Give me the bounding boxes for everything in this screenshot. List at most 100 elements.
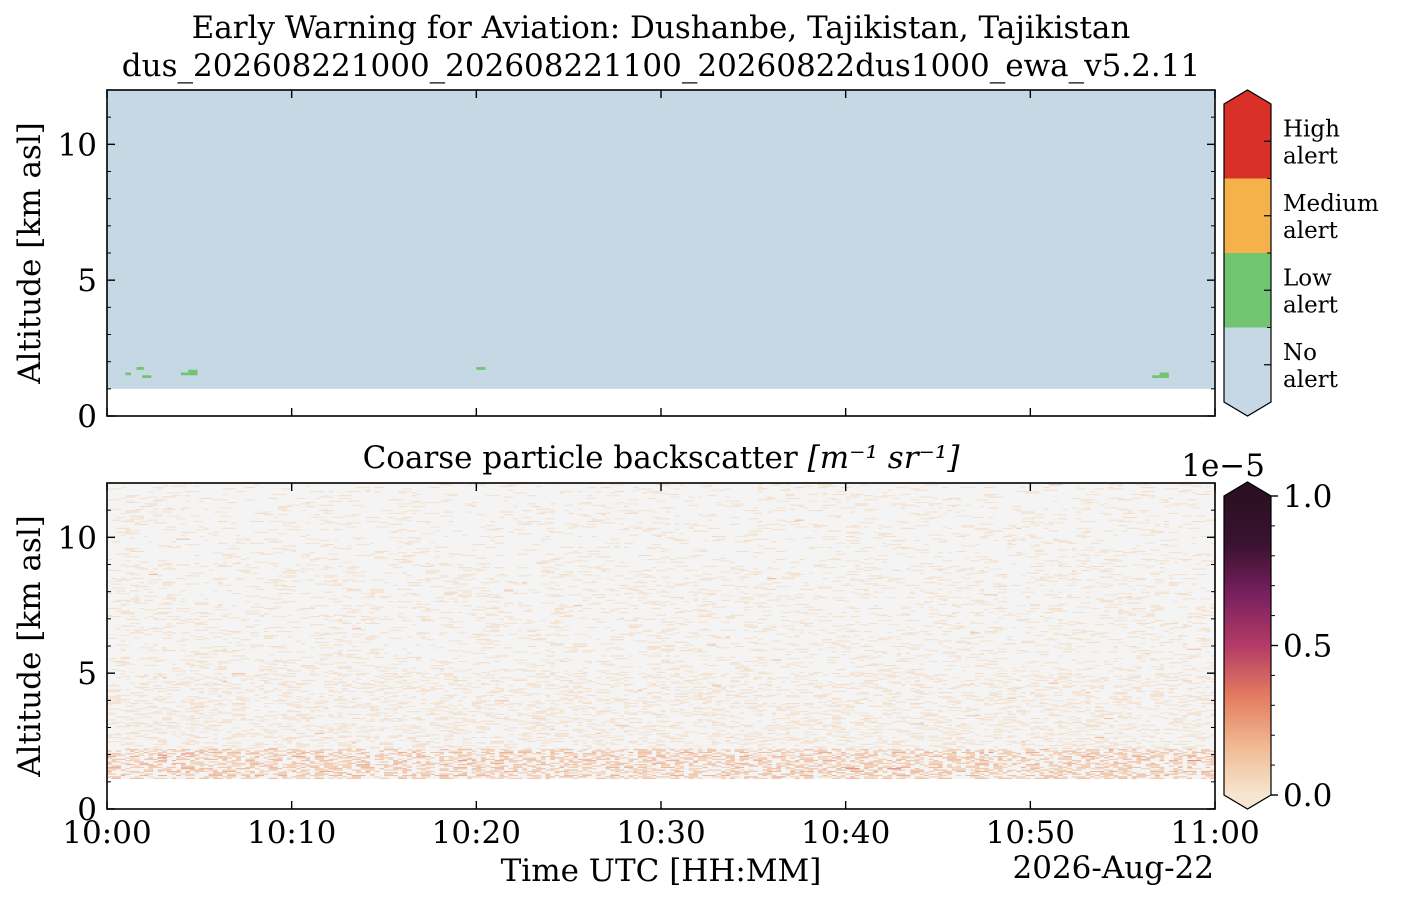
- backscatter-cell: [1196, 719, 1202, 721]
- backscatter-cell: [910, 648, 920, 650]
- backscatter-cell: [134, 675, 149, 677]
- backscatter-cell: [227, 742, 241, 744]
- backscatter-cell: [605, 707, 611, 709]
- backscatter-cell: [817, 756, 832, 758]
- backscatter-cell: [993, 674, 999, 676]
- backscatter-cell: [125, 753, 135, 755]
- backscatter-cell: [841, 751, 846, 753]
- backscatter-cell: [277, 698, 283, 700]
- backscatter-cell: [817, 769, 828, 771]
- backscatter-cell: [1085, 726, 1100, 728]
- backscatter-cell: [314, 758, 324, 760]
- backscatter-cell: [134, 754, 144, 756]
- backscatter-cell: [365, 705, 380, 707]
- backscatter-cell: [162, 626, 172, 628]
- backscatter-cell: [947, 766, 962, 768]
- backscatter-cell: [1187, 765, 1192, 767]
- backscatter-cell: [891, 769, 906, 771]
- backscatter-cell: [545, 635, 551, 637]
- backscatter-cell: [310, 647, 315, 649]
- backscatter-cell: [337, 696, 343, 698]
- backscatter-cell: [208, 749, 218, 751]
- backscatter-cell: [942, 652, 957, 654]
- backscatter-cell: [125, 724, 140, 726]
- backscatter-cell: [236, 749, 246, 751]
- backscatter-cell: [799, 622, 814, 624]
- backscatter-cell: [1122, 758, 1132, 760]
- backscatter-cell: [1127, 747, 1142, 749]
- backscatter-cell: [794, 723, 809, 725]
- backscatter-cell: [559, 749, 574, 751]
- backscatter-cell: [448, 758, 458, 760]
- backscatter-cell: [633, 769, 648, 771]
- backscatter-cell: [637, 666, 643, 668]
- backscatter-cell: [707, 665, 717, 667]
- backscatter-cell: [356, 622, 361, 624]
- backscatter-cell: [739, 712, 745, 714]
- backscatter-cell: [227, 659, 241, 661]
- backscatter-cell: [199, 692, 204, 694]
- backscatter-cell: [1168, 666, 1174, 668]
- backscatter-cell: [402, 760, 408, 762]
- backscatter-cell: [342, 730, 348, 732]
- backscatter-cell: [1021, 757, 1026, 759]
- backscatter-cell: [416, 761, 421, 763]
- backscatter-cell: [134, 700, 149, 702]
- backscatter-cell: [513, 720, 528, 722]
- backscatter-cell: [914, 768, 920, 770]
- backscatter-cell: [998, 673, 1008, 675]
- backscatter-cell: [1099, 756, 1105, 758]
- backscatter-cell: [411, 773, 417, 775]
- backscatter-cell: [753, 656, 768, 658]
- backscatter-cell: [1062, 704, 1072, 706]
- backscatter-cell: [914, 738, 925, 740]
- backscatter-cell: [882, 713, 892, 715]
- backscatter-cell: [490, 716, 500, 718]
- backscatter-cell: [993, 746, 999, 748]
- backscatter-cell: [342, 607, 352, 609]
- backscatter-cell: [125, 737, 131, 739]
- backscatter-cell: [813, 644, 823, 646]
- backscatter-cell: [956, 737, 966, 739]
- backscatter-cell: [504, 719, 518, 721]
- backscatter-cell: [1034, 689, 1049, 691]
- backscatter-cell: [684, 698, 689, 700]
- backscatter-cell: [674, 660, 685, 662]
- backscatter-cell: [711, 776, 726, 778]
- backscatter-cell: [670, 711, 680, 713]
- backscatter-cell: [402, 769, 412, 771]
- backscatter-cell: [554, 716, 569, 718]
- backscatter-cell: [850, 643, 860, 645]
- backscatter-cell: [185, 621, 195, 623]
- backscatter-cell: [531, 726, 537, 728]
- backscatter-cell: [1187, 617, 1192, 619]
- backscatter-cell: [905, 761, 911, 763]
- backscatter-cell: [910, 750, 915, 752]
- backscatter-cell: [642, 726, 657, 728]
- backscatter-cell: [711, 765, 722, 767]
- backscatter-cell: [245, 766, 255, 768]
- backscatter-cell: [938, 614, 952, 616]
- backscatter-cell: [1076, 777, 1091, 779]
- backscatter-cell: [914, 696, 925, 698]
- backscatter-cell: [1118, 678, 1132, 680]
- backscatter-cell: [1201, 646, 1211, 647]
- backscatter-cell: [564, 673, 569, 675]
- backscatter-cell: [827, 709, 842, 711]
- backscatter-cell: [564, 769, 578, 771]
- backscatter-cell: [393, 768, 408, 770]
- backscatter-cell: [282, 685, 292, 687]
- backscatter-cell: [633, 747, 638, 749]
- backscatter-cell: [1113, 598, 1123, 600]
- backscatter-cell: [494, 700, 509, 702]
- backscatter-cell: [970, 760, 975, 762]
- backscatter-cell: [882, 652, 888, 654]
- backscatter-cell: [490, 766, 505, 768]
- backscatter-cell: [1168, 662, 1183, 664]
- backscatter-cell: [808, 632, 814, 634]
- backscatter-cell: [1159, 716, 1165, 718]
- backscatter-cell: [176, 735, 181, 737]
- backscatter-cell: [254, 775, 264, 777]
- backscatter-cell: [785, 764, 795, 766]
- backscatter-cell: [868, 613, 878, 615]
